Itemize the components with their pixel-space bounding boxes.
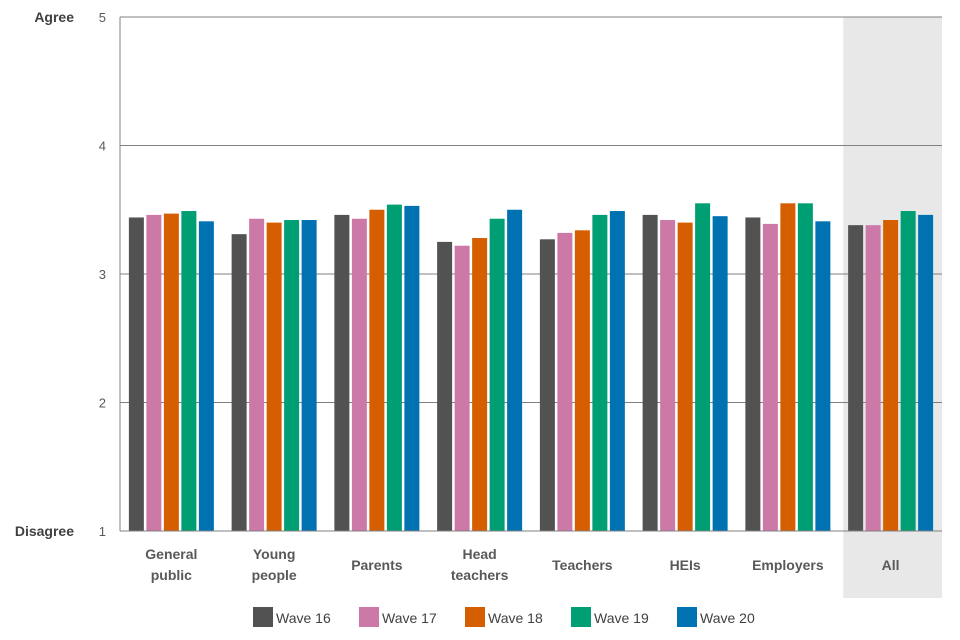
- bar: [301, 220, 317, 531]
- bar: [557, 232, 573, 531]
- bar: [918, 214, 934, 531]
- bar: [848, 225, 864, 532]
- y-tick-label: 4: [99, 139, 106, 154]
- x-tick-label: Parents: [351, 557, 403, 573]
- bar: [181, 211, 197, 531]
- x-tick-label: Young people: [252, 546, 297, 583]
- bar: [231, 234, 247, 532]
- bar: [865, 225, 881, 532]
- bar: [762, 223, 778, 531]
- bar: [472, 238, 488, 531]
- y-end-label-top: Agree: [34, 9, 74, 25]
- y-tick-label: 5: [99, 10, 106, 25]
- bar: [883, 220, 899, 531]
- bar: [539, 239, 555, 531]
- bar: [266, 222, 282, 531]
- x-tick-label: HEIs: [670, 557, 701, 573]
- bar: [437, 241, 453, 531]
- bar: [695, 203, 711, 531]
- x-tick-label: All: [882, 557, 900, 573]
- bar: [677, 222, 693, 531]
- bar: [334, 214, 350, 531]
- x-tick-label-line: Young: [253, 546, 296, 562]
- bar: [351, 218, 367, 531]
- x-tick-label: Head teachers: [451, 546, 509, 583]
- bar: [712, 216, 728, 532]
- axis-layer: [119, 17, 942, 532]
- bar: [574, 230, 590, 531]
- bars-layer: [128, 203, 934, 532]
- bar: [489, 218, 505, 531]
- legend-label: Wave 20: [700, 610, 755, 626]
- y-tick-label: 2: [99, 396, 106, 411]
- bar: [900, 211, 916, 531]
- bar: [386, 204, 402, 532]
- bar: [780, 203, 796, 531]
- bar: [745, 217, 761, 531]
- legend-label: Wave 18: [488, 610, 543, 626]
- bar: [128, 217, 144, 531]
- bar: [454, 245, 470, 532]
- bar: [660, 220, 676, 531]
- bar: [507, 209, 523, 531]
- legend-swatch: [571, 607, 591, 627]
- legend-layer: Wave 16 Wave 17 Wave 18 Wave 19 Wave 20: [253, 607, 755, 627]
- x-tick-label: Teachers: [552, 557, 613, 573]
- legend-swatch: [677, 607, 697, 627]
- bar: [404, 205, 420, 531]
- legend-swatch: [465, 607, 485, 627]
- x-tick-label-line: Head: [463, 546, 497, 562]
- bar: [369, 209, 385, 531]
- bar: [815, 221, 831, 531]
- x-tick-label-line: people: [252, 567, 297, 583]
- bar: [198, 221, 214, 531]
- bar: [609, 211, 625, 531]
- x-tick-label-line: teachers: [451, 567, 509, 583]
- y-end-label-bottom: Disagree: [15, 523, 74, 539]
- x-tick-label: General public: [145, 546, 197, 583]
- bar: [592, 214, 608, 531]
- legend-label: Wave 19: [594, 610, 649, 626]
- bar: [642, 214, 658, 531]
- legend-swatch: [253, 607, 273, 627]
- bar: [797, 203, 813, 531]
- x-tick-label-line: public: [151, 567, 192, 583]
- x-tick-label-line: General: [145, 546, 197, 562]
- y-tick-label: 1: [99, 524, 106, 539]
- x-tick-label: Employers: [752, 557, 824, 573]
- bar: [146, 214, 162, 531]
- labels-layer: 1 2 3 4 5 Agree Disagree General public Young peop…: [15, 9, 900, 583]
- bar: [249, 218, 265, 531]
- legend-label: Wave 16: [276, 610, 331, 626]
- legend-label: Wave 17: [382, 610, 437, 626]
- y-tick-label: 3: [99, 267, 106, 282]
- legend-swatch: [359, 607, 379, 627]
- bar: [284, 220, 300, 531]
- bar: [163, 213, 179, 532]
